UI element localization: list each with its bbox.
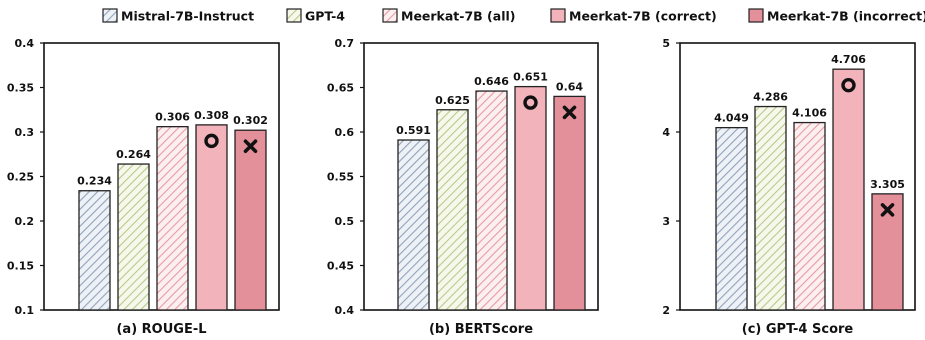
y-tick-label: 0.7 — [335, 37, 355, 50]
bar-value-label: 0.651 — [513, 71, 548, 84]
bar — [754, 105, 787, 311]
correct-marker — [841, 77, 856, 93]
legend-label: Mistral-7B-Instruct — [121, 9, 254, 24]
legend-item: Meerkat-7B (correct) — [550, 8, 717, 24]
bar-value-label: 4.106 — [792, 107, 827, 120]
bar-value-label: 0.64 — [556, 80, 583, 93]
bar-value-label: 4.049 — [714, 112, 749, 125]
y-tick-label: 4 — [662, 126, 670, 139]
bar — [793, 121, 826, 311]
y-tick-label: 2 — [662, 304, 670, 317]
legend-label: GPT-4 — [305, 9, 345, 24]
bar-value-label: 0.264 — [116, 148, 151, 161]
legend: Mistral-7B-Instruct GPT-4 Meerkat-7B (all)… — [102, 8, 925, 24]
panel-caption: (c) GPT-4 Score — [742, 322, 854, 337]
bar — [397, 139, 430, 311]
y-tick-label: 0.2 — [15, 215, 35, 228]
y-tick-label: 0.65 — [327, 82, 354, 95]
y-tick-label: 0.35 — [7, 82, 34, 95]
y-tick-label: 0.5 — [335, 215, 355, 228]
bar-value-label: 0.302 — [233, 114, 268, 127]
panel-gpt4-score: 2 3 4 5 4.049 4.286 4.106 4.706 3.305 (c) GPT-4 S… — [662, 37, 916, 337]
legend-item: Mistral-7B-Instruct — [102, 8, 254, 24]
bar-value-label: 0.308 — [194, 109, 229, 122]
legend-swatch — [748, 8, 764, 23]
bar — [436, 109, 469, 311]
bar-value-label: 0.591 — [396, 124, 431, 137]
bar — [514, 85, 547, 311]
bar — [475, 90, 508, 311]
bar-value-label: 4.286 — [753, 91, 788, 104]
incorrect-marker — [562, 105, 577, 120]
legend-swatch — [550, 8, 566, 23]
y-tick-label: 0.3 — [15, 126, 35, 139]
correct-marker — [204, 133, 219, 149]
correct-marker — [523, 95, 538, 110]
y-tick-label: 3 — [662, 215, 670, 228]
bar — [234, 129, 267, 311]
y-tick-label: 0.4 — [335, 304, 355, 317]
bar-value-label: 4.706 — [831, 53, 866, 66]
bar — [117, 163, 150, 311]
y-tick-label: 0.55 — [327, 171, 354, 184]
y-tick-label: 5 — [662, 37, 670, 50]
legend-item: Meerkat-7B (incorrect) — [748, 8, 925, 24]
legend-label: Meerkat-7B (incorrect) — [767, 9, 925, 24]
legend-label: Meerkat-7B (all) — [401, 9, 515, 24]
legend-swatch — [286, 8, 302, 23]
y-tick-label: 0.1 — [15, 304, 35, 317]
bar-value-label: 0.306 — [155, 111, 190, 124]
legend-swatch — [382, 8, 398, 23]
panel-rouge-l: 0.1 0.15 0.2 0.25 0.3 0.35 0.4 0.234 0.264 0.306 0… — [7, 37, 280, 337]
y-tick-label: 0.25 — [7, 171, 34, 184]
bar — [195, 124, 228, 311]
panel-caption: (a) ROUGE-L — [116, 322, 206, 337]
bar — [832, 68, 865, 311]
bar — [715, 126, 748, 311]
y-tick-label: 0.15 — [7, 260, 34, 273]
bar-value-label: 0.234 — [77, 175, 112, 188]
legend-label: Meerkat-7B (correct) — [569, 9, 717, 24]
bar-value-label: 0.646 — [474, 75, 509, 88]
y-tick-label: 0.4 — [15, 37, 35, 50]
legend-swatch — [102, 8, 118, 23]
bar — [156, 126, 189, 311]
y-tick-label: 0.6 — [335, 126, 355, 139]
panel-bertscore: 0.4 0.45 0.5 0.55 0.6 0.65 0.7 0.591 0.625 0.646 0… — [327, 37, 599, 337]
incorrect-marker — [243, 139, 258, 154]
bar — [78, 190, 111, 311]
bar — [871, 193, 904, 311]
legend-item: Meerkat-7B (all) — [382, 8, 515, 24]
panel-caption: (b) BERTScore — [429, 322, 533, 337]
bar — [553, 95, 586, 311]
incorrect-marker — [880, 203, 895, 217]
bar-value-label: 3.305 — [870, 178, 905, 191]
bar-value-label: 0.625 — [435, 94, 470, 107]
legend-item: GPT-4 — [286, 8, 345, 24]
y-tick-label: 0.45 — [327, 260, 354, 273]
